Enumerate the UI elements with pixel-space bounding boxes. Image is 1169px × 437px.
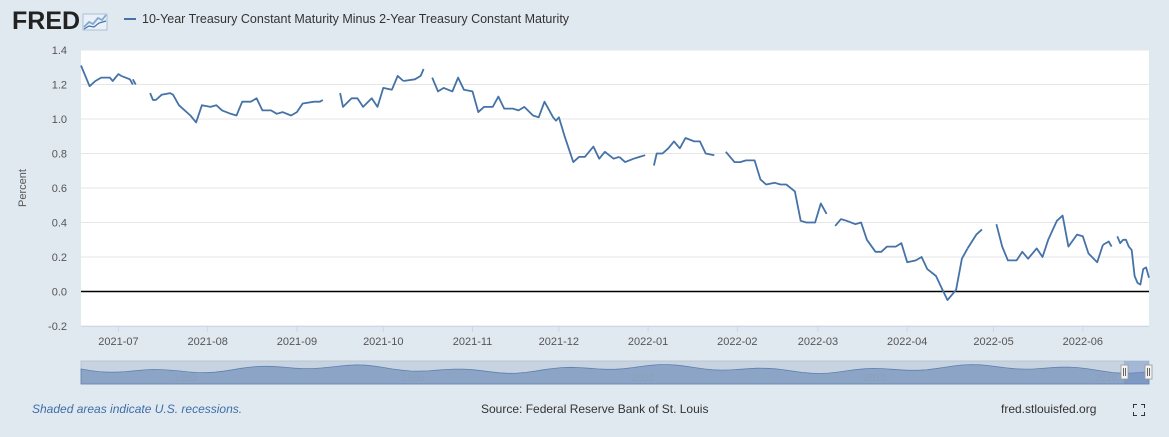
navigator-right-handle[interactable] bbox=[1144, 364, 1153, 380]
navigator-tick-label: 2000 bbox=[632, 373, 655, 384]
series-line-segment bbox=[80, 65, 122, 88]
x-tick-label: 2022-03 bbox=[798, 336, 838, 348]
navigator-area bbox=[80, 364, 1150, 385]
recession-note: Shaded areas indicate U.S. recessions. bbox=[32, 402, 243, 416]
series-line-segment bbox=[120, 75, 134, 85]
series-line-segment bbox=[618, 154, 646, 164]
y-tick-label: -0.2 bbox=[48, 321, 67, 333]
y-axis-ticks: -0.2 0.0 0.2 0.4 0.6 0.8 1.0 1.2 1.4 bbox=[48, 45, 67, 333]
fred-logo[interactable]: FRED bbox=[12, 6, 108, 36]
navigator-ticks: 1980 1990 2000 2010 2020 bbox=[174, 373, 1118, 384]
navigator-tick-label: 1990 bbox=[402, 373, 425, 384]
line-graph-icon bbox=[82, 13, 108, 31]
series-line-segment bbox=[149, 92, 324, 124]
y-tick-label: 1.0 bbox=[52, 114, 67, 126]
x-tick-label: 2022-04 bbox=[887, 336, 927, 348]
navigator-tick-label: 1980 bbox=[174, 373, 197, 384]
navigator-selected-range[interactable] bbox=[1124, 361, 1149, 384]
series-line-segment bbox=[431, 76, 620, 164]
series-line-segment bbox=[1102, 240, 1113, 248]
navigator-left-handle[interactable] bbox=[1120, 364, 1129, 380]
x-tick-label: 2022-05 bbox=[973, 336, 1013, 348]
fullscreen-icon[interactable] bbox=[1133, 404, 1145, 416]
series-line-segment bbox=[725, 151, 828, 224]
x-tick-label: 2021-07 bbox=[98, 336, 138, 348]
legend-swatch bbox=[124, 18, 136, 20]
y-tick-label: 0.4 bbox=[52, 218, 67, 230]
fred-logo-text: FRED bbox=[12, 7, 81, 35]
series-line-segment bbox=[653, 137, 715, 166]
site-link[interactable]: fred.stlouisfed.org bbox=[1001, 402, 1097, 416]
y-tick-label: 1.2 bbox=[52, 80, 67, 92]
y-tick-label: 0.6 bbox=[52, 183, 67, 195]
y-tick-label: 0.0 bbox=[52, 287, 67, 299]
y-tick-label: 1.4 bbox=[52, 45, 67, 57]
series-line-segment bbox=[339, 75, 405, 108]
series-line-segment bbox=[132, 78, 137, 85]
range-navigator[interactable]: 1980 1990 2000 2010 2020 bbox=[80, 360, 1153, 385]
x-tick-label: 2021-08 bbox=[187, 336, 227, 348]
x-tick-label: 2021-11 bbox=[453, 336, 493, 348]
series-lines bbox=[80, 65, 1150, 302]
series-line-segment bbox=[995, 214, 1104, 264]
series-line-segment bbox=[1116, 235, 1150, 286]
x-tick-label: 2021-12 bbox=[539, 336, 579, 348]
navigator-tick-label: 2010 bbox=[864, 373, 887, 384]
x-tick-label: 2022-06 bbox=[1063, 336, 1103, 348]
x-axis-ticks: 2021-07 2021-08 2021-09 2021-10 2021-11 2021-… bbox=[81, 326, 1149, 348]
y-axis-label: Percent bbox=[17, 169, 29, 207]
x-tick-label: 2022-01 bbox=[628, 336, 668, 348]
series-line-segment bbox=[966, 228, 983, 249]
y-tick-label: 0.8 bbox=[52, 149, 67, 161]
x-tick-label: 2021-10 bbox=[363, 336, 403, 348]
x-tick-label: 2022-02 bbox=[717, 336, 757, 348]
x-tick-label: 2021-09 bbox=[277, 336, 317, 348]
legend-series-label: 10-Year Treasury Constant Maturity Minus… bbox=[142, 12, 570, 26]
navigator-tick-label: 2020 bbox=[1095, 373, 1118, 384]
chart-legend[interactable]: 10-Year Treasury Constant Maturity Minus… bbox=[124, 12, 569, 26]
series-line-segment bbox=[403, 68, 425, 82]
series-line-segment bbox=[834, 218, 969, 302]
source-text: Source: Federal Reserve Bank of St. Loui… bbox=[481, 402, 709, 416]
y-tick-label: 0.2 bbox=[52, 252, 67, 264]
